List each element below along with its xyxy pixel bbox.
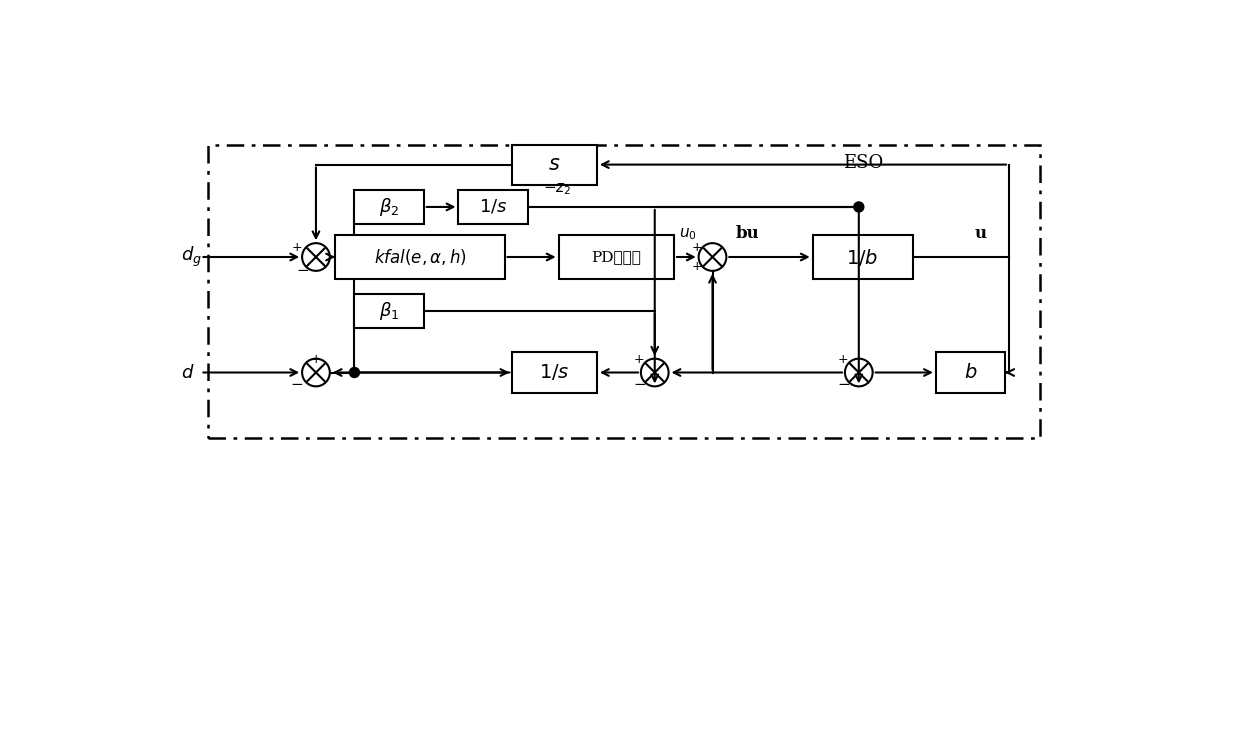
Text: PD控制器: PD控制器 [591, 250, 641, 264]
Text: $\beta_2$: $\beta_2$ [379, 196, 399, 218]
Text: $\beta_1$: $\beta_1$ [379, 300, 399, 322]
Text: $1/s$: $1/s$ [479, 198, 507, 216]
Text: $1/b$: $1/b$ [847, 247, 879, 267]
Text: +: + [838, 353, 848, 366]
Text: $d_g$: $d_g$ [181, 245, 202, 269]
Text: $s$: $s$ [548, 155, 560, 174]
Text: $d$: $d$ [181, 364, 195, 382]
Text: ESO: ESO [843, 154, 884, 172]
Text: $u_0$: $u_0$ [680, 226, 697, 242]
Bar [558, 234, 675, 280]
Bar [512, 353, 596, 393]
Text: −: − [290, 377, 303, 391]
Text: $b$: $b$ [963, 363, 977, 382]
Text: $1/s$: $1/s$ [539, 363, 570, 383]
Text: +: + [634, 353, 645, 366]
Bar [355, 190, 424, 224]
Bar [812, 234, 913, 280]
Text: −: − [632, 377, 646, 391]
Text: −: − [837, 377, 849, 391]
Circle shape [303, 243, 330, 271]
Text: +: + [311, 353, 321, 366]
Circle shape [350, 367, 360, 377]
Bar [208, 145, 1040, 438]
Bar [512, 145, 596, 185]
Text: $-z_2$: $-z_2$ [543, 181, 572, 197]
Text: bu: bu [735, 225, 759, 242]
Bar [936, 353, 1006, 393]
Text: +: + [692, 241, 702, 254]
Circle shape [844, 358, 873, 386]
Bar [459, 190, 528, 224]
Bar [335, 234, 505, 280]
Circle shape [641, 358, 668, 386]
Text: u: u [975, 225, 987, 242]
Text: +: + [692, 260, 702, 273]
Circle shape [303, 358, 330, 386]
Text: +: + [291, 241, 303, 254]
Circle shape [854, 202, 864, 212]
Text: −: − [296, 264, 309, 278]
Text: $kfal(e,\alpha,h)$: $kfal(e,\alpha,h)$ [373, 247, 466, 267]
Circle shape [698, 243, 727, 271]
Bar [355, 293, 424, 328]
